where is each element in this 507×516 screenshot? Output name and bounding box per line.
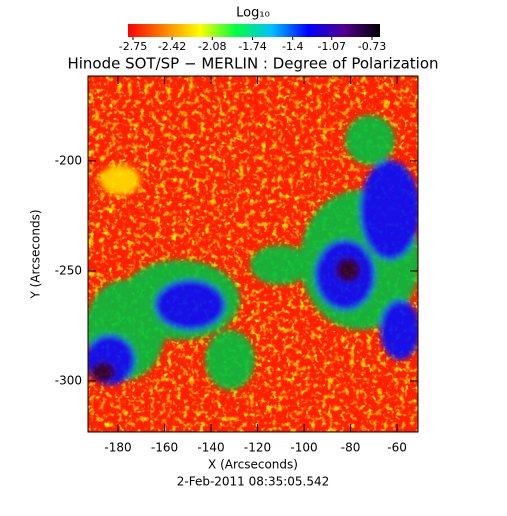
y-axis-label: Y (Arcseconds): [29, 209, 43, 299]
y-tick-label: -300: [55, 373, 82, 387]
colorbar: [128, 24, 380, 37]
colorbar-tick-label: -1.4: [282, 40, 303, 53]
plot-frame: [87, 75, 419, 433]
x-tick-label: -140: [197, 441, 224, 455]
y-tick-label: -200: [55, 153, 82, 167]
x-tick-label: -120: [244, 441, 271, 455]
colorbar-tick-label: -0.73: [358, 40, 386, 53]
colorbar-label: Log₁₀: [236, 6, 270, 21]
x-tick-label: -80: [341, 441, 361, 455]
x-tick-label: -60: [387, 441, 407, 455]
image-field: [88, 76, 418, 432]
colorbar-tick-label: -1.07: [318, 40, 346, 53]
colorbar-tick-label: -2.75: [119, 40, 147, 53]
x-axis-label: X (Arcseconds): [208, 458, 298, 472]
chart-title: Hinode SOT/SP − MERLIN : Degree of Polar…: [67, 55, 438, 73]
colorbar-tick-label: -1.74: [238, 40, 266, 53]
colorbar-tick-label: -2.08: [198, 40, 226, 53]
x-tick-label: -180: [104, 441, 131, 455]
date-label: 2-Feb-2011 08:35:05.542: [177, 475, 330, 489]
y-tick-label: -250: [55, 263, 82, 277]
x-tick-label: -160: [151, 441, 178, 455]
colorbar-tick-label: -2.42: [158, 40, 186, 53]
x-tick-label: -100: [290, 441, 317, 455]
